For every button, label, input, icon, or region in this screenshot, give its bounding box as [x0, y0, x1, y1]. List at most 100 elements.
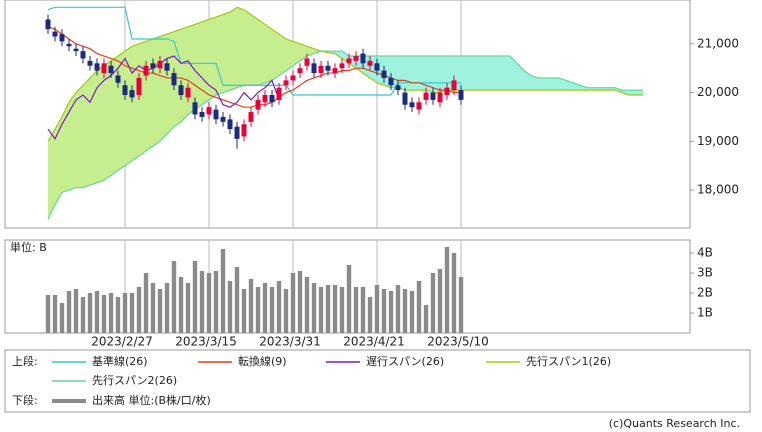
candle-body: [164, 63, 170, 71]
candle-body: [192, 102, 198, 115]
candle-body: [206, 107, 212, 115]
cloud: [125, 46, 132, 166]
volume-bar: [388, 291, 394, 333]
volume-bar: [136, 287, 142, 333]
cloud: [132, 43, 139, 161]
cloud: [419, 56, 426, 91]
cloud: [405, 56, 412, 91]
candle-body: [290, 75, 296, 81]
volume-bar: [360, 287, 366, 333]
volume-bar: [374, 285, 380, 333]
y-tick-label: 1B: [697, 306, 713, 320]
cloud: [195, 21, 202, 110]
volume-bar: [59, 303, 65, 333]
candle-body: [45, 19, 51, 30]
volume-bar: [178, 277, 184, 333]
volume-bar: [290, 273, 296, 333]
x-tick-label: 2023/4/21: [343, 335, 405, 349]
volume-bar: [269, 287, 275, 333]
x-tick-label: 2023/3/15: [175, 335, 237, 349]
volume-bar: [262, 283, 268, 333]
volume-bar: [157, 289, 163, 333]
volume-bar: [115, 297, 121, 333]
candle-body: [346, 58, 352, 64]
volume-bar: [248, 279, 254, 333]
volume-bar: [325, 285, 331, 333]
y-tick-label: 20,000: [697, 85, 739, 99]
candle-body: [87, 60, 93, 66]
cloud: [587, 87, 594, 91]
candle-body: [304, 58, 310, 66]
cloud: [440, 56, 447, 93]
cloud: [545, 77, 552, 91]
volume-bar: [346, 265, 352, 333]
legend-text: 出来高 単位:(B株/口/枚): [92, 393, 211, 407]
cloud: [552, 77, 559, 91]
x-tick-label: 2023/3/31: [259, 335, 321, 349]
candle-body: [437, 92, 443, 103]
candle-body: [59, 34, 65, 42]
cloud: [510, 56, 517, 91]
volume-bar: [66, 291, 72, 333]
candle-body: [353, 56, 359, 61]
series-line: [47, 50, 643, 220]
candle-body: [157, 60, 163, 69]
cloud: [629, 90, 636, 95]
volume-bar: [164, 283, 170, 333]
cloud: [286, 38, 293, 71]
cloud: [160, 34, 167, 142]
volume-bar: [367, 297, 373, 333]
volume-bar: [129, 293, 135, 333]
candle-body: [374, 63, 380, 71]
candle-body: [66, 43, 72, 47]
series-line: [47, 55, 280, 141]
volume-bar: [416, 281, 422, 333]
volume-bar: [192, 261, 198, 333]
volume-bar: [304, 277, 310, 333]
cloud: [601, 87, 608, 91]
cloud: [111, 56, 118, 176]
volume-bar: [52, 295, 58, 333]
volume-bar: [108, 293, 114, 333]
candle-body: [150, 63, 156, 69]
volume-bar: [199, 271, 205, 333]
cloud: [517, 63, 524, 91]
cloud: [482, 56, 489, 91]
candle-body: [325, 65, 331, 71]
volume-bar: [402, 289, 408, 333]
candle-body: [241, 124, 247, 137]
cloud: [244, 9, 251, 86]
volume-bar: [171, 261, 177, 333]
cloud: [461, 56, 468, 91]
candle-body: [339, 63, 345, 69]
cloud: [230, 7, 237, 91]
candle-body: [360, 53, 366, 64]
cloud: [503, 56, 510, 91]
candle-body: [430, 92, 436, 100]
candle-body: [269, 95, 275, 103]
legend-text: 遅行スパン(26): [366, 355, 444, 368]
volume-bar: [451, 253, 457, 333]
volume-bar: [409, 291, 415, 333]
candle-body: [178, 85, 184, 95]
candle-body: [458, 90, 464, 100]
cloud: [209, 17, 216, 100]
volume-bar: [143, 273, 149, 333]
cloud: [636, 90, 643, 95]
volume-bar: [206, 273, 212, 333]
y-tick-label: 4B: [697, 246, 713, 260]
volume-bar: [101, 295, 107, 333]
candle-body: [409, 102, 415, 108]
cloud: [83, 77, 90, 188]
volume-unit: 単位: B: [10, 240, 47, 254]
legend-text: 転換線(9): [238, 354, 287, 368]
cloud: [97, 65, 104, 183]
volume-bar: [94, 291, 100, 333]
volume-bar: [150, 283, 156, 333]
candle-body: [388, 77, 394, 86]
cloud: [237, 7, 244, 88]
candle-body: [381, 70, 387, 78]
cloud: [594, 87, 601, 91]
candle-body: [423, 92, 429, 100]
volume-bar: [234, 267, 240, 333]
